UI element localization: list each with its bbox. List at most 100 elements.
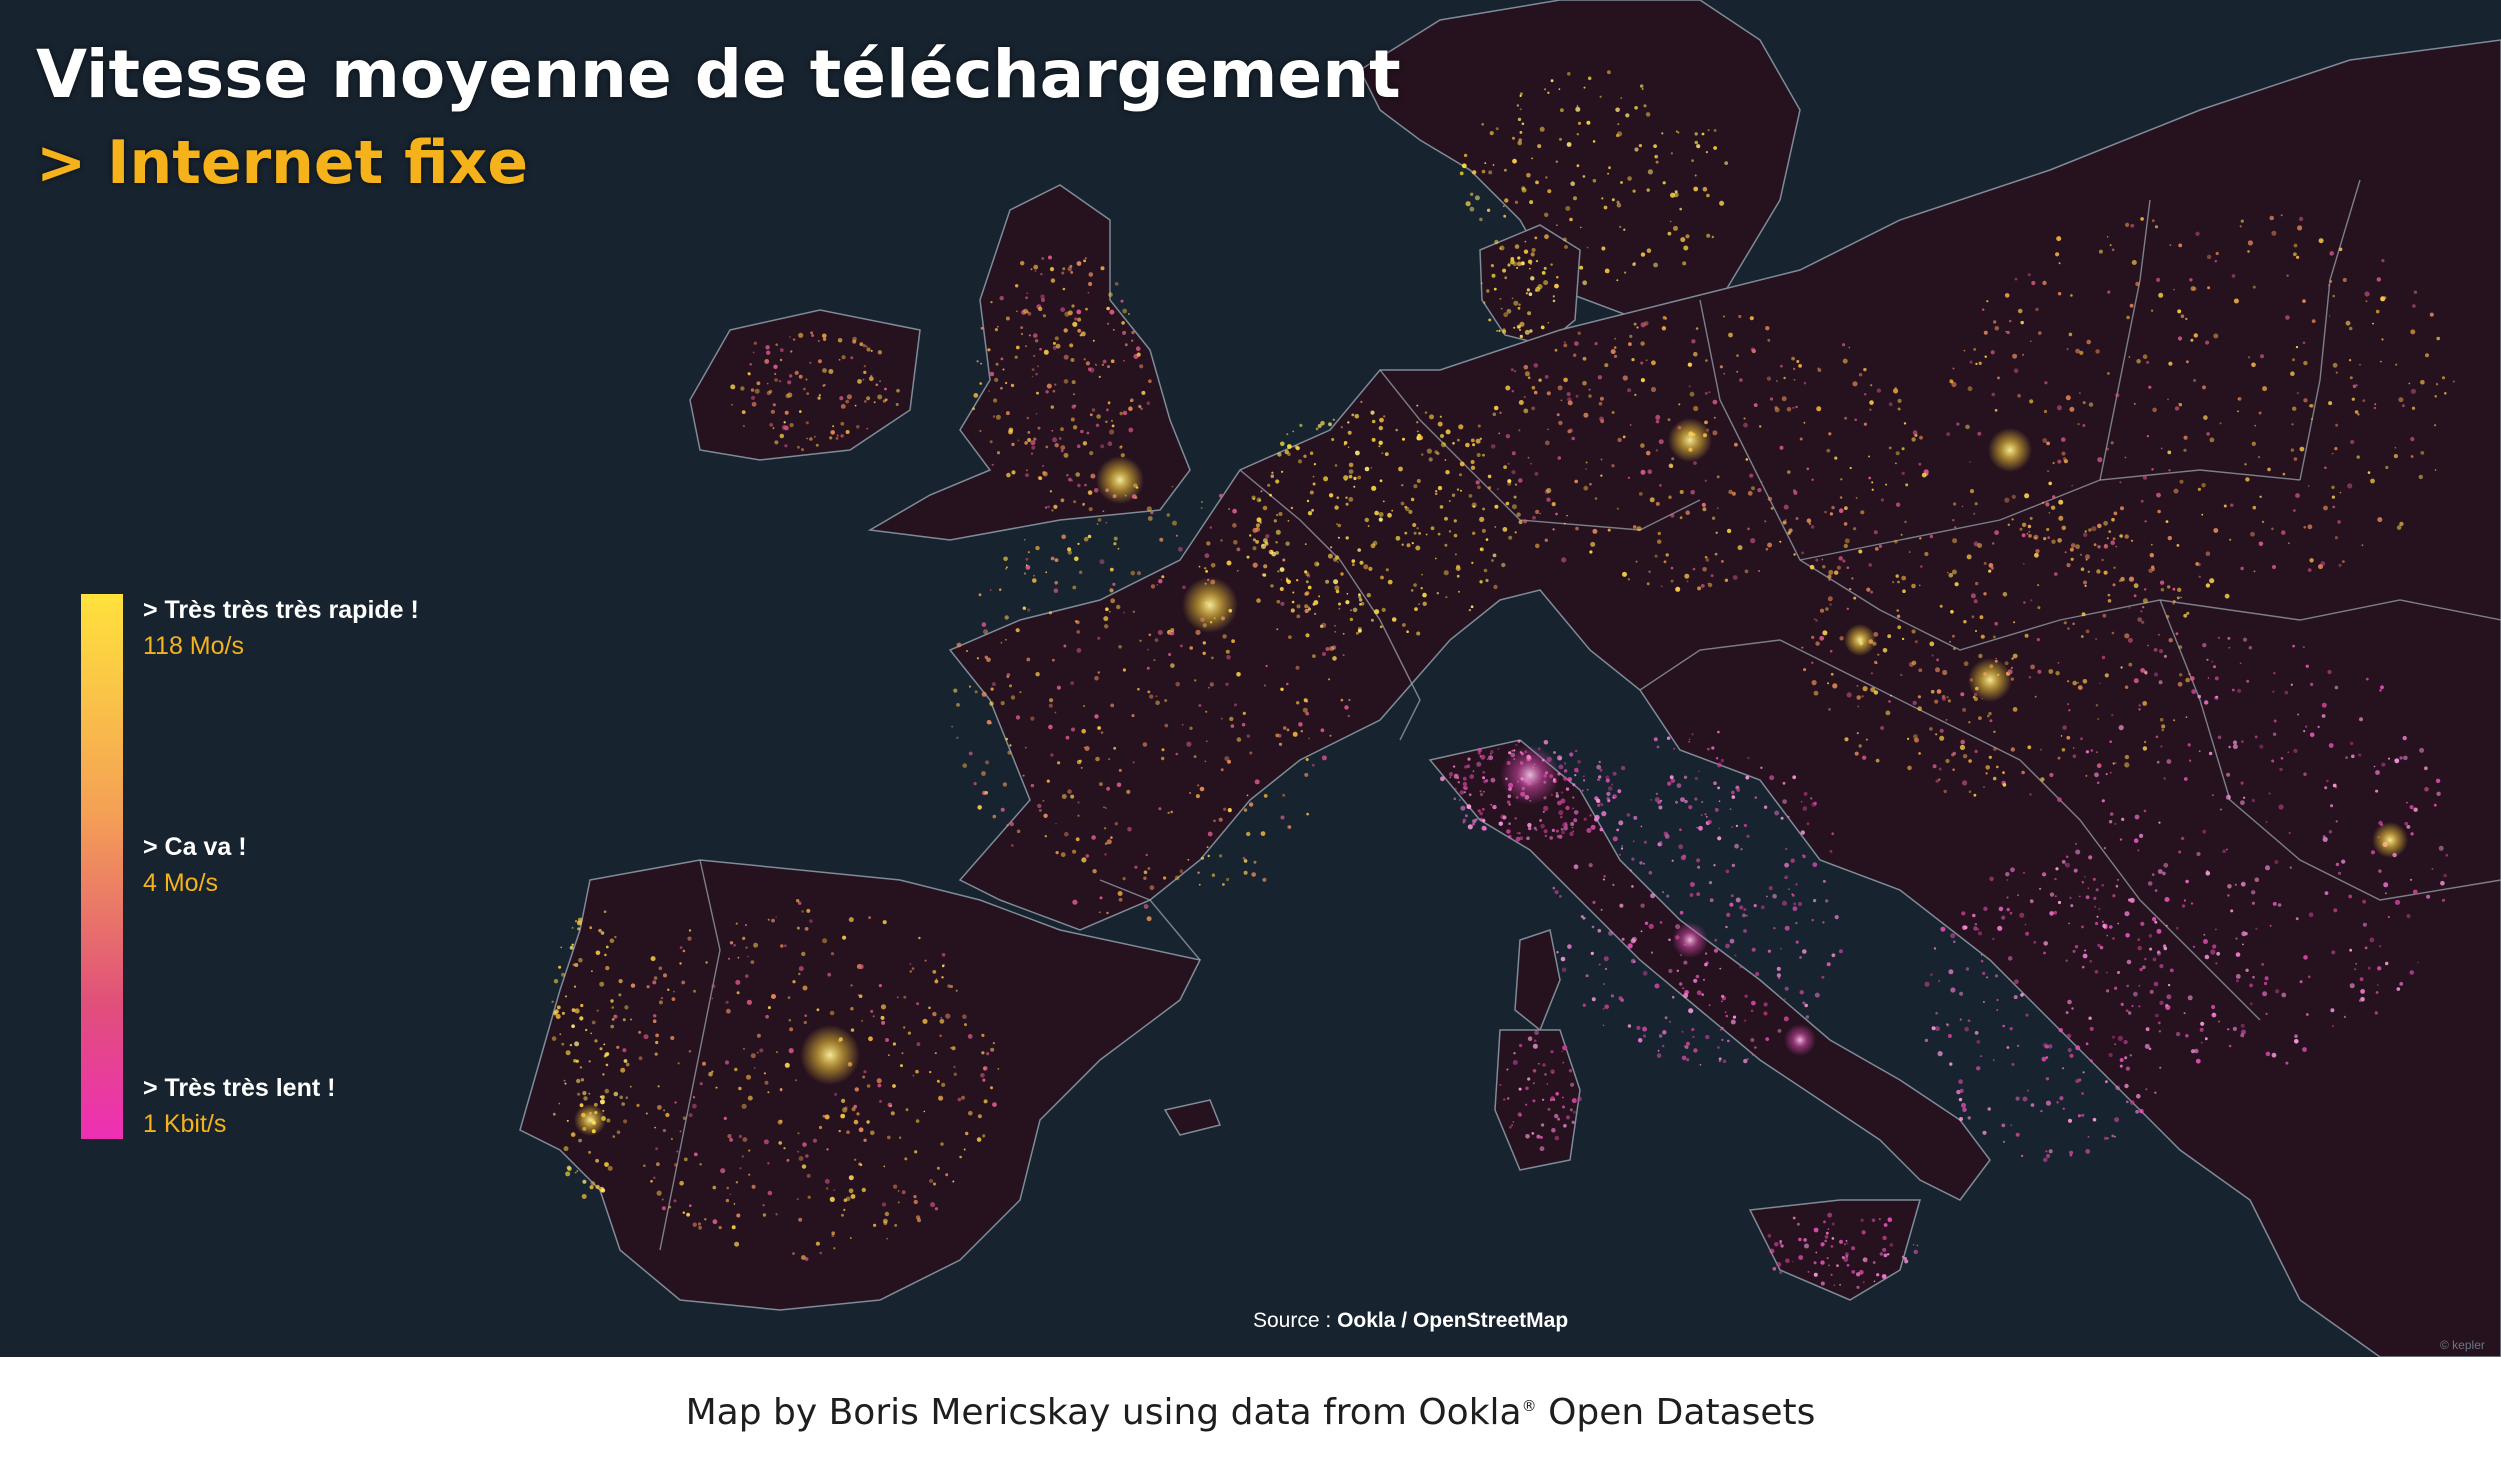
speed-dot bbox=[1444, 516, 1448, 521]
speed-dot bbox=[1454, 787, 1457, 791]
source-credit: Source : Ookla / OpenStreetMap bbox=[1253, 1309, 1568, 1333]
speed-dot bbox=[1118, 768, 1122, 772]
speed-dot bbox=[1027, 551, 1030, 554]
speed-dot bbox=[1834, 570, 1839, 575]
speed-dot bbox=[1800, 801, 1803, 803]
speed-dot bbox=[1563, 341, 1566, 344]
speed-dot bbox=[2303, 955, 2308, 960]
speed-dot bbox=[2052, 495, 2056, 499]
speed-dot bbox=[679, 946, 683, 949]
speed-dot bbox=[1973, 512, 1976, 515]
speed-dot bbox=[2084, 949, 2087, 952]
speed-dot bbox=[968, 1110, 973, 1116]
speed-dot bbox=[1870, 384, 1873, 387]
speed-dot bbox=[582, 1179, 587, 1184]
speed-dot bbox=[1679, 207, 1682, 211]
speed-dot bbox=[1953, 647, 1956, 650]
speed-dot bbox=[2011, 494, 2016, 499]
speed-dot bbox=[1931, 1026, 1936, 1031]
speed-dot bbox=[1566, 392, 1571, 397]
speed-dot bbox=[1660, 840, 1662, 843]
speed-dot bbox=[1194, 679, 1197, 682]
speed-dot bbox=[1009, 821, 1014, 827]
speed-dot bbox=[720, 1168, 726, 1174]
speed-dot bbox=[1225, 682, 1229, 686]
speed-dot bbox=[1852, 381, 1858, 387]
speed-dot bbox=[1563, 522, 1566, 525]
speed-dot bbox=[2213, 528, 2219, 533]
speed-dot bbox=[652, 1019, 657, 1023]
speed-dot bbox=[2114, 1043, 2116, 1045]
speed-dot bbox=[580, 1003, 584, 1008]
speed-dot bbox=[1750, 1038, 1755, 1042]
speed-dot bbox=[2434, 395, 2437, 398]
speed-dot bbox=[1371, 485, 1377, 491]
speed-dot bbox=[1994, 326, 2000, 331]
speed-dot bbox=[2011, 1063, 2015, 1066]
speed-dot bbox=[2281, 992, 2287, 998]
speed-dot bbox=[1088, 272, 1094, 277]
speed-dot bbox=[1303, 698, 1308, 703]
speed-dot bbox=[2338, 563, 2342, 568]
speed-dot bbox=[1822, 565, 1826, 569]
speed-dot bbox=[1095, 423, 1100, 427]
speed-dot bbox=[1793, 553, 1796, 556]
speed-dot bbox=[2005, 296, 2008, 298]
speed-dot bbox=[1503, 312, 1509, 318]
speed-dot bbox=[1265, 664, 1268, 668]
speed-dot bbox=[2271, 230, 2277, 236]
speed-dot bbox=[577, 1092, 581, 1096]
speed-dot bbox=[1802, 1001, 1806, 1005]
speed-dot bbox=[1344, 705, 1349, 710]
speed-dot bbox=[1448, 772, 1454, 777]
speed-dot bbox=[1784, 925, 1790, 931]
speed-dot bbox=[551, 1000, 554, 1003]
speed-dot bbox=[2328, 401, 2333, 406]
legend-label-fast: > Très très très rapide ! bbox=[143, 596, 419, 624]
speed-dot bbox=[1087, 490, 1093, 495]
speed-dot bbox=[2217, 636, 2220, 639]
speed-dot bbox=[1711, 516, 1716, 520]
speed-dot bbox=[1116, 782, 1122, 788]
speed-dot bbox=[2067, 680, 2070, 683]
speed-dot bbox=[1519, 131, 1523, 134]
europe-map[interactable] bbox=[0, 0, 2501, 1357]
speed-dot bbox=[1086, 431, 1090, 435]
speed-dot bbox=[1347, 714, 1351, 718]
speed-dot bbox=[1590, 541, 1596, 547]
speed-dot bbox=[2294, 1034, 2298, 1038]
speed-dot bbox=[2045, 1100, 2052, 1106]
speed-dot bbox=[1290, 506, 1294, 510]
speed-dot bbox=[1292, 591, 1295, 594]
speed-dot bbox=[2213, 665, 2216, 669]
speed-dot bbox=[2332, 505, 2335, 509]
speed-dot bbox=[1696, 144, 1701, 149]
speed-dot bbox=[1527, 826, 1532, 831]
speed-dot bbox=[1490, 803, 1493, 806]
speed-dot bbox=[1296, 604, 1301, 609]
speed-dot bbox=[1508, 535, 1513, 540]
speed-dot bbox=[2179, 673, 2183, 677]
speed-dot bbox=[986, 1052, 990, 1056]
speed-dot bbox=[1622, 571, 1627, 577]
speed-dot bbox=[1700, 814, 1703, 816]
speed-dot bbox=[600, 1188, 606, 1193]
speed-dot bbox=[1379, 479, 1383, 483]
speed-dot bbox=[1627, 1024, 1632, 1028]
speed-dot bbox=[1653, 737, 1658, 742]
speed-dot bbox=[1351, 563, 1355, 567]
speed-dot bbox=[1560, 956, 1566, 962]
speed-dot bbox=[2381, 338, 2384, 341]
speed-dot bbox=[2139, 833, 2144, 839]
speed-dot bbox=[1902, 589, 1906, 593]
speed-dot bbox=[2191, 689, 2197, 694]
speed-dot bbox=[1648, 923, 1654, 930]
speed-dot bbox=[1472, 443, 1476, 447]
speed-dot bbox=[1234, 703, 1237, 707]
speed-dot bbox=[2097, 457, 2103, 463]
speed-dot bbox=[2185, 716, 2188, 718]
speed-dot bbox=[1869, 400, 1874, 405]
speed-dot bbox=[2235, 937, 2238, 940]
speed-dot bbox=[1764, 520, 1767, 523]
speed-dot bbox=[903, 1026, 906, 1029]
